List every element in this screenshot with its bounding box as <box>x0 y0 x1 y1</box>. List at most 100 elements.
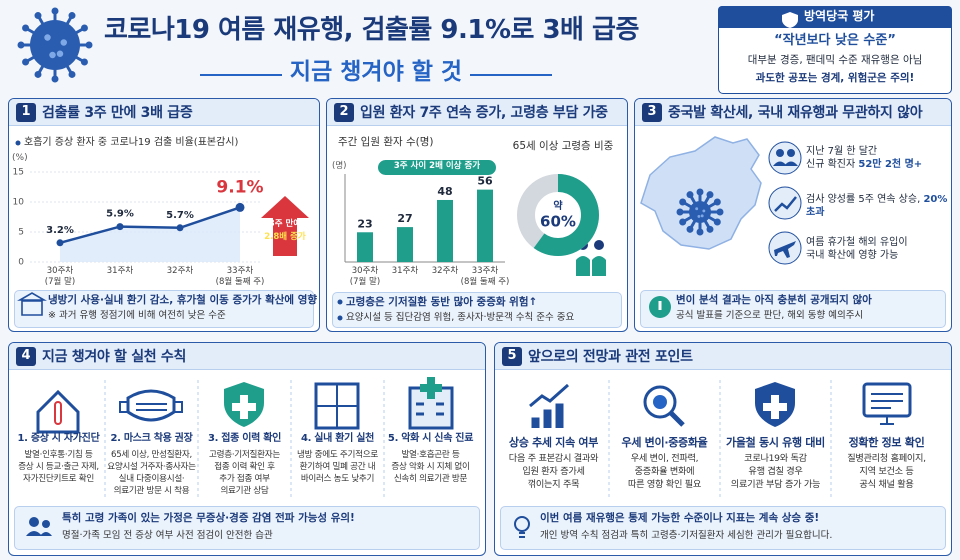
item-text: 질병관리청 홈페이지, 지역 보건소 등 공식 채널 활용 <box>847 453 926 490</box>
annotation: 3주 만에 <box>268 219 302 229</box>
panel-number: 2 <box>339 104 349 119</box>
virus-spike <box>713 198 721 206</box>
virus-body <box>689 201 711 223</box>
annotation-badge <box>378 160 496 175</box>
note-text: ※ 과거 유행 정점기에 비해 여전히 낮은 수준 <box>48 310 226 321</box>
panel-number: 5 <box>507 348 517 363</box>
mask-icon <box>126 389 176 422</box>
item-title: 5. 악화 시 신속 진료 <box>387 433 474 444</box>
point <box>116 223 124 231</box>
chart-icon <box>531 403 564 428</box>
y-tick-label: 0 <box>18 258 24 268</box>
note-text: 변이 분석 결과는 아직 충분히 공개되지 않아 <box>676 294 872 306</box>
virus-spike <box>80 24 88 32</box>
hospital-icon <box>416 402 444 416</box>
item-title: 가을철 동시 유행 대비 <box>726 436 825 449</box>
note-text: 이번 여름 재유행은 통제 가능한 수준이나 지표는 계속 상승 중! <box>540 512 820 524</box>
virus-spike <box>17 41 25 49</box>
panel-title: 검출률 3주 만에 3배 급증 <box>42 105 193 121</box>
point <box>56 239 64 247</box>
item-title: 정확한 정보 확인 <box>848 436 925 449</box>
virus-spike <box>80 58 88 66</box>
note-text: 개인 방역 수칙 점검과 특히 고령층·기저질환자 세심한 관리가 필요합니다. <box>540 530 833 541</box>
value-label: 56 <box>477 175 493 188</box>
item-title: 3. 접종 이력 확인 <box>207 433 282 444</box>
virus-icon <box>17 7 93 83</box>
item-text: 발열·호흡곤란 등 증상 악화 시 지체 없이 신속히 의료기관 방문 <box>391 450 470 485</box>
item-highlight: 20% 초과 <box>806 194 948 218</box>
subtitle: 지금 챙겨야 할 것 <box>289 59 463 85</box>
bar <box>397 227 413 262</box>
bar <box>357 232 373 262</box>
number-badge <box>16 103 36 122</box>
virus-spike <box>696 228 704 236</box>
panel-number: 3 <box>647 104 657 119</box>
virus-spike <box>22 24 30 32</box>
window-icon <box>316 384 358 428</box>
note-box <box>640 290 946 328</box>
bullet <box>337 315 343 321</box>
panel-title: 앞으로의 전망과 관전 포인트 <box>528 349 693 365</box>
people-icon <box>768 141 802 175</box>
bar <box>437 199 453 262</box>
virus-spike <box>68 12 76 20</box>
trend-icon <box>768 186 802 220</box>
virus-spike <box>22 58 30 66</box>
bullet <box>15 140 21 146</box>
bullet <box>337 299 343 305</box>
title: 코로나19 여름 재유행, 검출률 9.1%로 3배 급증 <box>104 15 639 45</box>
hospital-icon <box>420 377 442 399</box>
note-box <box>14 506 480 550</box>
panel-head <box>9 343 485 370</box>
note-text: 특히 고령 가족이 있는 가정은 무증상·경증 감염 전파 가능성 유의! <box>62 512 355 524</box>
item-title: 상승 추세 지속 여부 <box>508 436 599 449</box>
bar <box>477 189 493 262</box>
x-tick-label: 33주차 (8월 둘째 주) <box>460 266 510 287</box>
note-text: 명절·가족 모임 전 증상 여부 사전 점검이 안전한 습관 <box>62 530 273 541</box>
assessment-title: 방역당국 평가 <box>804 9 875 23</box>
item-title: 우세 변이·중증화율 <box>621 436 708 449</box>
shield-icon <box>782 12 798 28</box>
x-tick-label: 32주차 <box>431 266 459 276</box>
virus-spike <box>696 188 704 196</box>
virus-spike <box>679 198 687 206</box>
virus-spike <box>85 41 93 49</box>
virus-icon <box>676 188 724 236</box>
chart-title: 65세 이상 고령층 비중 <box>512 140 614 152</box>
value-label: 5.7% <box>166 210 194 221</box>
virus-spike <box>51 7 59 15</box>
x-tick-label: 30주차 (7월 말) <box>349 266 381 287</box>
virus-spike <box>686 191 694 199</box>
virus-spike <box>51 75 59 83</box>
house-icon <box>54 401 62 425</box>
chart-icon <box>529 383 569 408</box>
item-text: 우세 변이, 전파력, 중증화율 변화에 따른 영향 확인 필요 <box>627 453 702 490</box>
people-icon <box>787 149 795 157</box>
value-label: 23 <box>357 217 372 230</box>
note-text: 공식 발표를 기준으로 판단, 해외 동향 예의주시 <box>676 310 864 321</box>
item-text: 검사 양성률 5주 연속 상승, <box>806 194 921 205</box>
item: 여름 휴가철 해외 유입이 국내 확산에 영향 가능 <box>806 236 948 262</box>
x-tick-label: 31주차 <box>391 266 419 276</box>
virus-spike <box>34 12 42 20</box>
panel-head <box>9 99 319 126</box>
family-icon <box>26 531 52 536</box>
virus-dot <box>695 207 699 211</box>
virus-body <box>30 20 80 70</box>
note-text: 고령층은 기저질환 동반 많아 중증화 위험↑ <box>346 296 538 308</box>
magnifier-icon <box>669 411 685 427</box>
donut-segment <box>517 174 599 256</box>
virus-dot <box>697 214 701 218</box>
shield-icon <box>763 395 787 419</box>
panel-title: 중국발 확산세, 국내 재유행과 무관하지 않아 <box>668 105 923 121</box>
shield-icon <box>232 395 256 419</box>
virus-spike <box>34 70 42 78</box>
virus-spike <box>706 225 714 233</box>
x-tick-label: 33주차 (8월 둘째 주) <box>215 266 265 287</box>
virus-spike <box>679 218 687 226</box>
chart-title: 주간 입원 환자 수(명) <box>338 136 434 148</box>
point <box>235 202 245 212</box>
elderly-icon <box>576 256 606 276</box>
item-text: 65세 이상, 만성질환자, 요양시설 거주자·종사자는 실내 다중이용시설· … <box>107 450 196 497</box>
